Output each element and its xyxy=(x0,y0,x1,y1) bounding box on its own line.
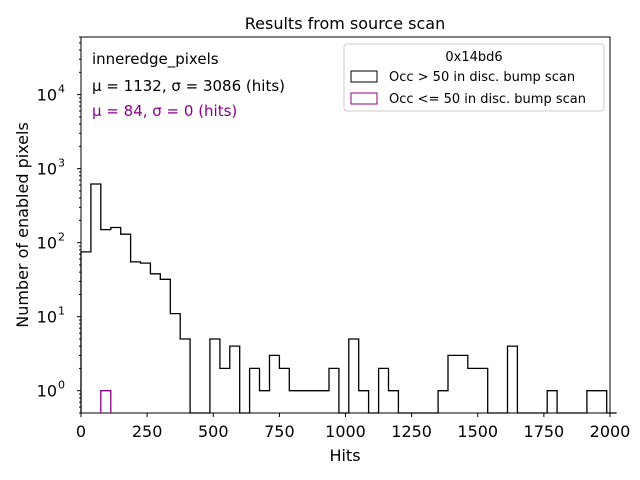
legend-swatch-occ-gt-50 xyxy=(350,70,378,83)
chart-title: Results from source scan xyxy=(245,14,445,33)
series-group xyxy=(80,183,617,414)
x-tick-label: 250 xyxy=(132,422,163,441)
y-tick-exponent: 0 xyxy=(58,379,65,392)
legend-label-occ-gt-50: Occ > 50 in disc. bump scan xyxy=(389,70,575,85)
legend-swatch-occ-le-50 xyxy=(350,92,378,105)
y-tick-label: 10 xyxy=(37,86,57,105)
x-axis-label: Hits xyxy=(329,446,360,465)
y-tick-label: 10 xyxy=(37,308,57,327)
histogram-series-1 xyxy=(100,390,112,413)
y-tick-label: 10 xyxy=(37,234,57,253)
legend-title: 0x14bd6 xyxy=(445,50,502,65)
x-tick-label: 1500 xyxy=(457,422,498,441)
y-tick-label: 10 xyxy=(37,160,57,179)
annotation-stats-black: μ = 1132, σ = 3086 (hits) xyxy=(92,77,285,95)
legend-box xyxy=(343,43,605,112)
y-axis-label: Number of enabled pixels xyxy=(13,122,32,328)
y-tick-exponent: 3 xyxy=(58,157,65,170)
legend: 0x14bd6 Occ > 50 in disc. bump scan Occ … xyxy=(343,43,605,112)
y-tick-label: 10 xyxy=(37,382,57,401)
annotation-stats-purple: μ = 84, σ = 0 (hits) xyxy=(92,102,237,120)
x-tick-label: 750 xyxy=(264,422,295,441)
histogram-series-0 xyxy=(80,183,617,414)
x-tick-label: 1750 xyxy=(524,422,565,441)
x-axis: 0 250 500 750 1000 1250 1500 1750 2000 xyxy=(76,413,630,441)
annotation-tag: inneredge_pixels xyxy=(92,50,219,69)
x-tick-label: 2000 xyxy=(590,422,631,441)
x-tick-label: 1250 xyxy=(391,422,432,441)
x-tick-label: 1000 xyxy=(325,422,366,441)
y-tick-exponent: 2 xyxy=(58,231,65,244)
y-tick-exponent: 1 xyxy=(58,305,65,318)
x-tick-label: 500 xyxy=(198,422,229,441)
legend-label-occ-le-50: Occ <= 50 in disc. bump scan xyxy=(389,92,586,107)
y-tick-exponent: 4 xyxy=(58,83,65,96)
x-tick-label: 0 xyxy=(76,422,86,441)
